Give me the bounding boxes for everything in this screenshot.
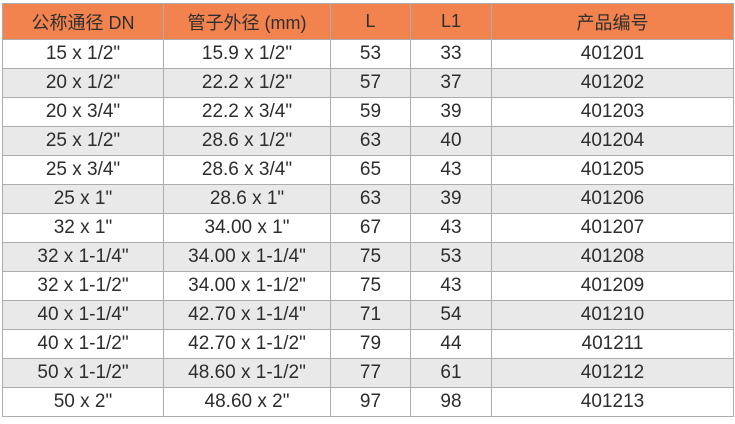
table-cell: 50 x 1-1/2" [2, 358, 164, 388]
table-cell: 15 x 1/2" [2, 39, 164, 69]
table-cell: 48.60 x 2" [163, 387, 331, 417]
table-cell: 20 x 3/4" [2, 97, 164, 127]
table-cell: 63 [330, 184, 411, 214]
table-cell: 22.2 x 1/2" [163, 68, 331, 98]
table-row: 20 x 3/4" 22.2 x 3/4" 59 39 401203 [2, 97, 734, 127]
column-header-product-number: 产品编号 [491, 3, 734, 40]
table-cell: 43 [410, 271, 492, 301]
table-cell: 32 x 1-1/4" [2, 242, 164, 272]
table-cell: 39 [410, 97, 492, 127]
table-cell: 53 [410, 242, 492, 272]
table-row: 40 x 1-1/2" 42.70 x 1-1/2" 79 44 401211 [2, 329, 734, 359]
table-cell: 34.00 x 1" [163, 213, 331, 243]
table-cell: 34.00 x 1-1/2" [163, 271, 331, 301]
table-cell: 32 x 1" [2, 213, 164, 243]
table-cell: 40 [410, 126, 492, 156]
table-cell: 25 x 3/4" [2, 155, 164, 185]
table-cell: 98 [410, 387, 492, 417]
table-cell: 34.00 x 1-1/4" [163, 242, 331, 272]
table-cell: 42.70 x 1-1/2" [163, 329, 331, 359]
table-cell: 75 [330, 271, 411, 301]
column-header-pipe-outer-diameter: 管子外径 (mm) [163, 3, 331, 40]
table-cell: 15.9 x 1/2" [163, 39, 331, 69]
table-cell: 57 [330, 68, 411, 98]
table-cell: 33 [410, 39, 492, 69]
table-cell: 401206 [491, 184, 734, 214]
table-cell: 32 x 1-1/2" [2, 271, 164, 301]
table-cell: 40 x 1-1/2" [2, 329, 164, 359]
product-spec-table: 公称通径 DN 管子外径 (mm) L L1 产品编号 15 x 1/2" 15.… [2, 3, 734, 417]
table-cell: 20 x 1/2" [2, 68, 164, 98]
table-header: 公称通径 DN 管子外径 (mm) L L1 产品编号 [2, 3, 734, 40]
table-cell: 79 [330, 329, 411, 359]
table-cell: 401201 [491, 39, 734, 69]
table-cell: 401209 [491, 271, 734, 301]
table-cell: 48.60 x 1-1/2" [163, 358, 331, 388]
table-cell: 97 [330, 387, 411, 417]
table-row: 20 x 1/2" 22.2 x 1/2" 57 37 401202 [2, 68, 734, 98]
table-cell: 401213 [491, 387, 734, 417]
table-body: 15 x 1/2" 15.9 x 1/2" 53 33 401201 20 x 1/2" 2… [2, 39, 734, 417]
table-cell: 28.6 x 3/4" [163, 155, 331, 185]
table-row: 25 x 1/2" 28.6 x 1/2" 63 40 401204 [2, 126, 734, 156]
column-header-l: L [330, 3, 411, 40]
table-cell: 28.6 x 1/2" [163, 126, 331, 156]
table-row: 25 x 3/4" 28.6 x 3/4" 65 43 401205 [2, 155, 734, 185]
table-cell: 67 [330, 213, 411, 243]
table-row: 32 x 1-1/2" 34.00 x 1-1/2" 75 43 401209 [2, 271, 734, 301]
table-cell: 43 [410, 213, 492, 243]
table-cell: 401202 [491, 68, 734, 98]
table-cell: 77 [330, 358, 411, 388]
table-cell: 25 x 1" [2, 184, 164, 214]
table-row: 40 x 1-1/4" 42.70 x 1-1/4" 71 54 401210 [2, 300, 734, 330]
table-cell: 44 [410, 329, 492, 359]
table-cell: 401207 [491, 213, 734, 243]
table-cell: 401211 [491, 329, 734, 359]
table-cell: 53 [330, 39, 411, 69]
table-row: 32 x 1" 34.00 x 1" 67 43 401207 [2, 213, 734, 243]
table-row: 25 x 1" 28.6 x 1" 63 39 401206 [2, 184, 734, 214]
table-cell: 63 [330, 126, 411, 156]
table-cell: 28.6 x 1" [163, 184, 331, 214]
table-cell: 50 x 2" [2, 387, 164, 417]
header-row: 公称通径 DN 管子外径 (mm) L L1 产品编号 [2, 3, 734, 40]
table-row: 50 x 1-1/2" 48.60 x 1-1/2" 77 61 401212 [2, 358, 734, 388]
table-cell: 401212 [491, 358, 734, 388]
table-row: 50 x 2" 48.60 x 2" 97 98 401213 [2, 387, 734, 417]
table-cell: 401204 [491, 126, 734, 156]
table-cell: 65 [330, 155, 411, 185]
column-header-l1: L1 [410, 3, 492, 40]
table-cell: 401208 [491, 242, 734, 272]
table-cell: 37 [410, 68, 492, 98]
table-cell: 61 [410, 358, 492, 388]
table-cell: 42.70 x 1-1/4" [163, 300, 331, 330]
table-cell: 71 [330, 300, 411, 330]
table-row: 32 x 1-1/4" 34.00 x 1-1/4" 75 53 401208 [2, 242, 734, 272]
table-row: 15 x 1/2" 15.9 x 1/2" 53 33 401201 [2, 39, 734, 69]
table-cell: 401210 [491, 300, 734, 330]
table-cell: 59 [330, 97, 411, 127]
table-cell: 401205 [491, 155, 734, 185]
table-cell: 40 x 1-1/4" [2, 300, 164, 330]
table-cell: 75 [330, 242, 411, 272]
table-cell: 43 [410, 155, 492, 185]
table-cell: 39 [410, 184, 492, 214]
table-cell: 401203 [491, 97, 734, 127]
table-cell: 22.2 x 3/4" [163, 97, 331, 127]
column-header-nominal-diameter: 公称通径 DN [2, 3, 164, 40]
table-cell: 54 [410, 300, 492, 330]
table-cell: 25 x 1/2" [2, 126, 164, 156]
